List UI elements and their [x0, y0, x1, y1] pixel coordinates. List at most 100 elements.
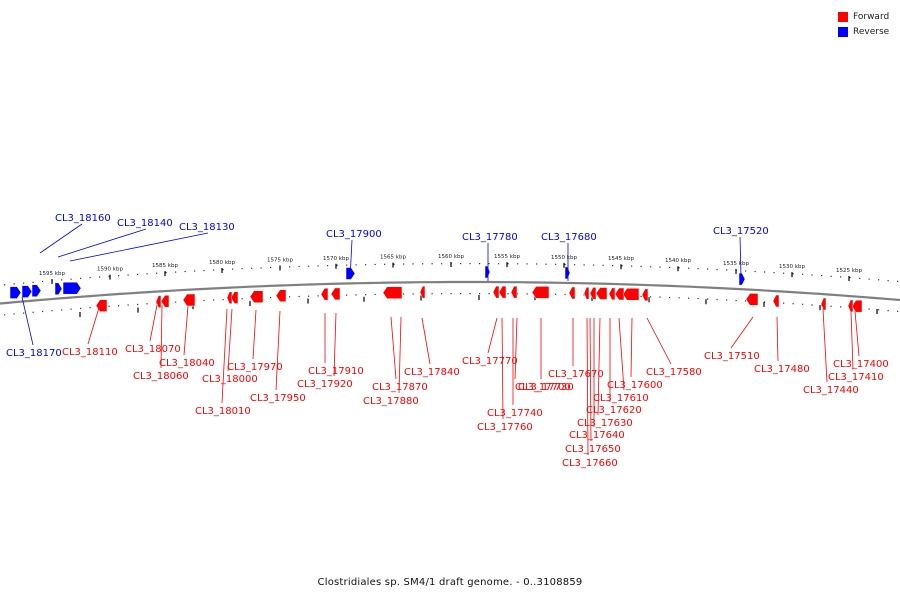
label-leader-line	[514, 317, 518, 380]
scale-dot	[51, 310, 53, 312]
scale-dot	[802, 303, 804, 305]
label-leader-line	[421, 317, 431, 365]
scale-dot	[13, 313, 15, 315]
scale-dot	[716, 268, 718, 271]
reverse-gene-arrow	[62, 281, 82, 295]
scale-dot	[393, 263, 395, 265]
scale-dot	[32, 311, 34, 313]
scale-dot	[355, 264, 357, 266]
scale-dot	[42, 280, 44, 283]
scale-dot	[70, 308, 72, 310]
forward-gene-label: CL3_17600	[607, 380, 663, 391]
legend-label-reverse: Reverse	[853, 26, 890, 37]
scale-dot	[412, 293, 414, 295]
scale-dot	[517, 293, 519, 295]
scale-dot	[840, 306, 842, 308]
forward-gene-label: CL3_17730	[518, 382, 574, 393]
reverse-gene-label: CL3_18130	[179, 222, 235, 233]
forward-gene-arrow	[275, 289, 287, 302]
reverse-swatch-icon	[838, 26, 848, 37]
scale-dot	[431, 293, 433, 295]
scale-dot	[374, 263, 376, 266]
scale-dot	[507, 263, 509, 265]
scale-dot	[23, 282, 25, 284]
legend-label-forward: Forward	[853, 11, 890, 22]
scale-dot	[726, 269, 728, 271]
forward-gene-arrow	[820, 297, 827, 311]
scale-dot	[127, 304, 129, 306]
scale-dot	[403, 293, 405, 295]
scale-dot	[346, 294, 348, 296]
forward-gene-label: CL3_17650	[565, 444, 621, 455]
reverse-gene-arrow	[21, 285, 33, 298]
scale-dot	[849, 277, 851, 279]
reverse-gene-label: CL3_17680	[541, 232, 597, 243]
reverse-gene-label: CL3_17900	[326, 229, 382, 240]
forward-gene-arrow	[419, 285, 426, 299]
scale-dot	[384, 263, 386, 265]
scale-dot	[13, 283, 15, 285]
forward-gene-label: CL3_17920	[297, 379, 353, 390]
scale-dot	[526, 263, 528, 265]
scale-dot	[61, 279, 63, 281]
scale-tick-label: 1525 kbp	[836, 268, 862, 274]
label-leader-line	[586, 317, 589, 456]
scale-dot	[365, 264, 367, 266]
scale-dot	[61, 309, 63, 311]
forward-gene-arrow	[622, 288, 640, 301]
scale-dot	[194, 270, 196, 272]
scale-dot	[89, 307, 91, 309]
forward-gene-label: CL3_17670	[548, 369, 604, 380]
scale-dot	[764, 271, 766, 273]
forward-gene-arrow	[589, 287, 597, 300]
forward-gene-label: CL3_17580	[646, 367, 702, 378]
scale-dot	[517, 263, 519, 265]
forward-gene-arrow	[320, 287, 329, 301]
scale-tick-label: 1540 kbp	[665, 258, 691, 264]
label-leader-line	[390, 316, 397, 380]
scale-dot	[80, 277, 82, 279]
label-leader-line	[589, 317, 592, 442]
scale-dot	[422, 263, 424, 265]
label-leader-line	[333, 312, 337, 377]
scale-dot	[526, 293, 528, 295]
scale-dot	[317, 265, 319, 267]
scale-dot	[602, 264, 604, 266]
forward-gene-label: CL3_18060	[133, 371, 189, 382]
label-leader-line	[850, 310, 854, 370]
forward-gene-arrow	[230, 291, 239, 304]
scale-dot	[688, 297, 690, 299]
scale-dot	[792, 303, 794, 305]
scale-dot	[811, 304, 813, 306]
label-leader-line	[275, 310, 281, 391]
label-leader-line	[501, 317, 504, 420]
reverse-gene-arrow	[564, 266, 571, 280]
forward-gene-label: CL3_17910	[308, 366, 364, 377]
forward-gene-label: CL3_17630	[577, 418, 633, 429]
scale-dot	[450, 293, 452, 295]
forward-gene-label: CL3_17870	[372, 382, 428, 393]
scale-dot	[80, 307, 82, 309]
scale-dot	[716, 298, 718, 301]
scale-dot	[460, 293, 462, 295]
scale-tick-label: 1535 kbp	[723, 261, 749, 267]
forward-gene-label: CL3_18010	[195, 406, 251, 417]
label-leader-line	[349, 239, 353, 280]
scale-dot	[327, 265, 329, 267]
scale-dot	[754, 270, 756, 273]
scale-dot	[802, 273, 804, 275]
forward-gene-arrow	[568, 286, 576, 300]
scale-dot	[507, 293, 509, 295]
reverse-gene-label: CL3_17780	[462, 232, 518, 243]
scale-dot	[773, 272, 775, 274]
scale-dot	[441, 263, 443, 265]
scale-dot	[336, 264, 338, 266]
label-leader-line	[183, 305, 189, 356]
scale-dot	[270, 296, 272, 299]
reverse-gene-label: CL3_18160	[55, 213, 111, 224]
scale-dot	[878, 279, 880, 281]
scale-tick-label: 1585 kbp	[152, 263, 178, 269]
scale-dot	[146, 273, 148, 275]
forward-gene-label: CL3_17510	[704, 351, 760, 362]
forward-gene-label: CL3_17480	[754, 364, 810, 375]
